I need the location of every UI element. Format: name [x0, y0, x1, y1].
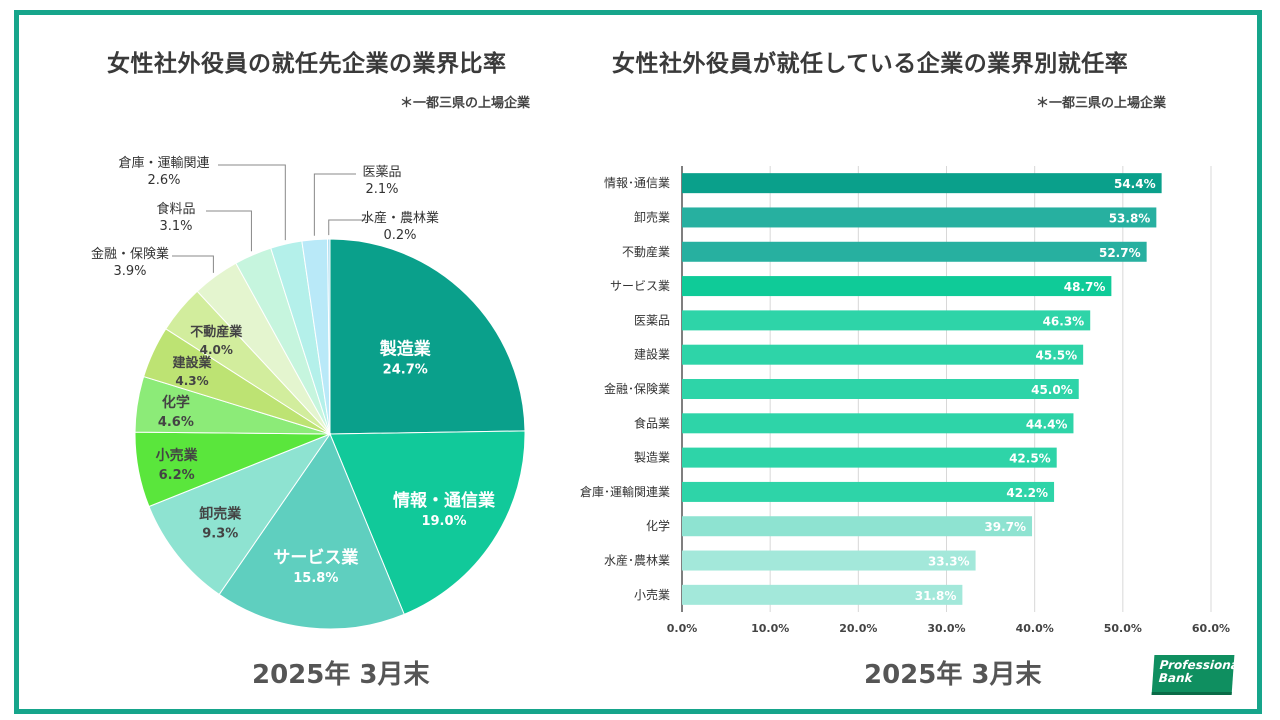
pie-slice-2: [218, 432, 405, 630]
bar-category-11: 水産･農林業: [604, 553, 670, 568]
x-tick-1: 10.0%: [751, 622, 789, 635]
bar-value-3: 48.7%: [1064, 280, 1106, 294]
bar-5: [682, 344, 1084, 365]
bar-value-9: 42.2%: [1006, 486, 1048, 500]
pie-label-1: 情報・通信業: [393, 490, 495, 511]
pie-leader-8: [172, 255, 214, 273]
bar-value-8: 42.5%: [1009, 452, 1051, 466]
bar-category-1: 卸売業: [634, 209, 670, 224]
bar-chart-title: 女性社外役員が就任している企業の業界別就任率: [612, 51, 1129, 77]
bar-12: [682, 584, 963, 605]
bar-value-12: 31.8%: [915, 589, 957, 603]
bar-6: [682, 379, 1079, 399]
professional-bank-logo: Professional Bank: [1151, 655, 1244, 695]
bar-category-3: サービス業: [610, 279, 670, 293]
pie-value-5: 4.6%: [158, 415, 194, 430]
pie-value-2: 15.8%: [293, 571, 338, 586]
pie-leader-10: [218, 164, 286, 241]
bar-0: [682, 173, 1162, 194]
pie-label-0: 製造業: [379, 339, 431, 360]
pie-label-11: 医薬品: [362, 165, 401, 180]
bar-category-8: 製造業: [634, 451, 670, 465]
bar-1: [682, 207, 1157, 228]
pie-value-0: 24.7%: [383, 363, 428, 378]
x-tick-2: 20.0%: [839, 622, 877, 635]
pie-label-8: 金融・保険業: [91, 246, 169, 262]
pie-slice-12: [327, 238, 331, 435]
bar-chart-note: ＊一都三県の上場企業: [1036, 96, 1167, 111]
bar-value-6: 45.0%: [1031, 383, 1073, 397]
bar-value-5: 45.5%: [1036, 349, 1078, 363]
bar-category-5: 建設業: [634, 347, 670, 362]
pie-leader-11: [313, 173, 356, 236]
pie-label-12: 水産・農林業: [361, 210, 439, 226]
pie-label-9: 食料品: [156, 201, 195, 217]
bar-category-4: 医薬品: [634, 313, 670, 327]
bar-value-4: 46.3%: [1043, 314, 1085, 328]
pie-label-4: 小売業: [156, 447, 199, 464]
bar-category-6: 金融･保険業: [604, 381, 670, 396]
bar-7: [682, 413, 1074, 434]
x-tick-5: 50.0%: [1104, 622, 1142, 635]
x-tick-6: 60.0%: [1192, 622, 1230, 635]
bar-4: [682, 310, 1091, 331]
bar-category-2: 不動産業: [622, 244, 670, 259]
bar-category-0: 情報･通信業: [604, 176, 670, 190]
bar-category-7: 食品業: [634, 415, 670, 430]
pie-value-4: 6.2%: [159, 468, 195, 483]
pie-slice-3: [148, 432, 332, 596]
pie-value-8: 3.9%: [113, 264, 146, 279]
bar-3: [682, 276, 1112, 297]
x-tick-3: 30.0%: [927, 622, 965, 635]
pie-value-7: 4.0%: [200, 343, 233, 357]
pie-chart-footer: 2025年 3月末: [252, 660, 430, 690]
bar-category-9: 倉庫･運輸関連業: [580, 484, 670, 499]
x-tick-4: 40.0%: [1016, 622, 1054, 635]
pie-chart-title: 女性社外役員の就任先企業の業界比率: [107, 51, 507, 77]
x-tick-0: 0.0%: [667, 622, 698, 635]
bar-category-12: 小売業: [634, 587, 670, 602]
bar-value-2: 52.7%: [1099, 246, 1141, 260]
pie-label-7: 不動産業: [190, 324, 243, 340]
bar-category-10: 化学: [646, 518, 670, 533]
pie-label-3: 卸売業: [199, 506, 242, 523]
pie-slice-0: [329, 238, 526, 435]
pie-value-11: 2.1%: [365, 182, 398, 197]
pie-value-6: 4.3%: [175, 374, 208, 388]
pie-label-5: 化学: [162, 394, 190, 411]
bar-value-7: 44.4%: [1026, 417, 1068, 431]
pie-value-3: 9.3%: [202, 527, 238, 542]
logo-line2: Bank: [1158, 671, 1194, 685]
pie-leader-12: [328, 219, 372, 236]
pie-label-10: 倉庫・運輸関連: [118, 156, 209, 171]
bar-8: [682, 447, 1057, 468]
bar-value-11: 33.3%: [928, 555, 970, 569]
pie-chart-note: ＊一都三県の上場企業: [400, 96, 531, 111]
bar-2: [682, 241, 1147, 262]
pie-value-12: 0.2%: [383, 228, 416, 243]
bar-10: [682, 516, 1033, 537]
pie-value-1: 19.0%: [421, 514, 466, 529]
bar-value-10: 39.7%: [984, 520, 1026, 534]
pie-value-9: 3.1%: [159, 219, 192, 234]
bar-value-1: 53.8%: [1109, 211, 1151, 225]
bar-11: [682, 550, 976, 571]
pie-label-2: サービス業: [273, 547, 358, 568]
bar-9: [682, 481, 1055, 502]
pie-leader-9: [206, 210, 252, 252]
bar-value-0: 54.4%: [1114, 177, 1156, 191]
pie-slice-1: [329, 430, 526, 615]
pie-value-10: 2.6%: [147, 173, 180, 188]
pie-label-6: 建設業: [173, 355, 213, 371]
bar-chart-footer: 2025年 3月末: [864, 660, 1042, 690]
